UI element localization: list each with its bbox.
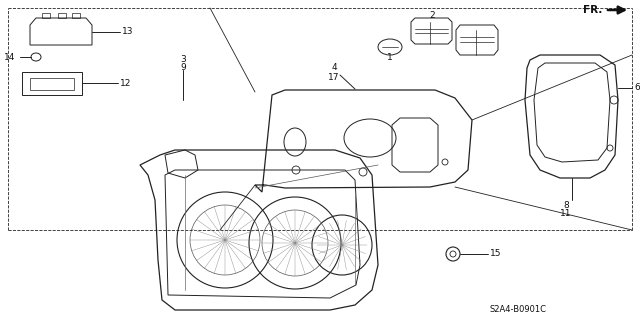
Text: 14: 14 — [4, 53, 15, 62]
Text: 6: 6 — [634, 84, 640, 93]
Text: 12: 12 — [120, 78, 131, 87]
Text: 2: 2 — [429, 11, 435, 19]
Text: 9: 9 — [180, 63, 186, 72]
Text: 11: 11 — [560, 209, 572, 218]
Text: 13: 13 — [122, 27, 134, 36]
Text: 1: 1 — [387, 53, 393, 62]
Text: 3: 3 — [180, 56, 186, 64]
Text: 4: 4 — [331, 63, 337, 72]
Text: 8: 8 — [563, 201, 569, 210]
Text: 15: 15 — [490, 249, 502, 258]
Text: 17: 17 — [328, 72, 340, 81]
Text: FR.: FR. — [583, 5, 602, 15]
Text: S2A4-B0901C: S2A4-B0901C — [490, 306, 547, 315]
